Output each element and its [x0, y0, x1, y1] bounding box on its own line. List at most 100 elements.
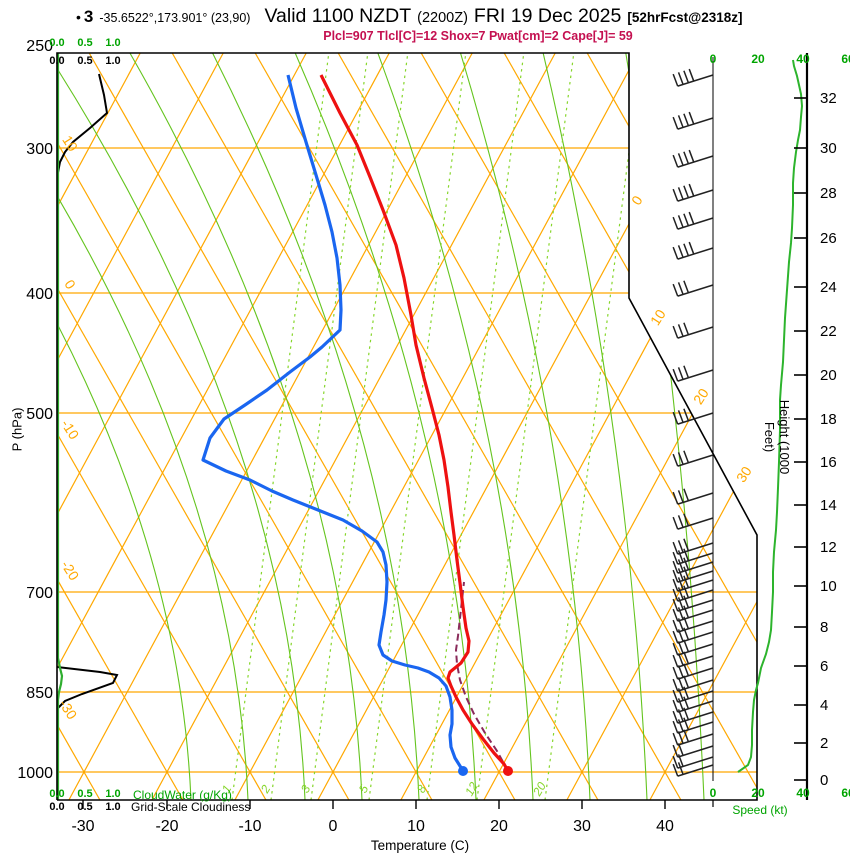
- svg-text:0.0: 0.0: [49, 788, 64, 800]
- svg-text:2: 2: [820, 735, 828, 752]
- svg-text:40: 40: [656, 818, 674, 835]
- mixing-ratio-labels: 1 2 3 5 8 12 20: [219, 779, 549, 799]
- wind-speed-curve: [737, 59, 804, 773]
- cloudwater-axis-title: CloudWater (g/Kg): [133, 788, 232, 802]
- svg-text:0: 0: [820, 772, 828, 789]
- svg-text:30: 30: [820, 140, 837, 157]
- svg-text:30: 30: [733, 463, 755, 485]
- svg-text:20: 20: [751, 786, 765, 800]
- svg-text:24: 24: [820, 279, 837, 296]
- svg-text:20: 20: [490, 818, 508, 835]
- svg-text:10: 10: [820, 578, 837, 595]
- svg-text:850: 850: [26, 685, 53, 702]
- svg-text:40: 40: [796, 52, 810, 66]
- surface-dewpoint-dot: [458, 766, 468, 776]
- svg-text:22: 22: [820, 323, 837, 340]
- svg-text:300: 300: [26, 141, 53, 158]
- svg-text:0.0: 0.0: [49, 37, 64, 49]
- svg-text:40: 40: [796, 786, 810, 800]
- svg-text:500: 500: [26, 406, 53, 423]
- plot-boundary: [56, 52, 758, 801]
- skewt-grid: [57, 53, 757, 800]
- svg-text:1.0: 1.0: [105, 788, 120, 800]
- svg-text:1.0: 1.0: [105, 37, 120, 49]
- svg-text:-20: -20: [58, 557, 83, 583]
- svg-text:14: 14: [820, 497, 837, 514]
- svg-text:0.5: 0.5: [77, 788, 92, 800]
- svg-text:0.5: 0.5: [77, 801, 92, 813]
- svg-text:1.0: 1.0: [105, 801, 120, 813]
- svg-text:-10: -10: [238, 818, 261, 835]
- svg-text:-20: -20: [155, 818, 178, 835]
- svg-text:8: 8: [820, 619, 828, 636]
- svg-text:1.0: 1.0: [105, 55, 120, 67]
- svg-text:18: 18: [820, 411, 837, 428]
- svg-text:2: 2: [257, 782, 273, 796]
- svg-text:1000: 1000: [17, 765, 53, 782]
- svg-text:12: 12: [462, 779, 481, 798]
- svg-text:60: 60: [841, 786, 850, 800]
- gridscale-axis-title: Grid-Scale Cloudiness: [131, 800, 251, 814]
- svg-text:-30: -30: [71, 818, 94, 835]
- station-coords: -35.6522°,173.901° (23,90): [99, 11, 251, 25]
- cloudwater-profile: [57, 53, 64, 800]
- svg-text:-10: -10: [58, 416, 83, 442]
- svg-text:0.0: 0.0: [49, 55, 64, 67]
- cloud-scales: 0.00.00.00.00.50.50.50.51.01.01.01.0: [49, 37, 120, 813]
- svg-text:20: 20: [820, 367, 837, 384]
- svg-text:250: 250: [26, 38, 53, 55]
- temperature-axis-title: Temperature (C): [370, 838, 470, 853]
- pressure-axis-title: P (hPa): [9, 407, 25, 452]
- svg-text:20: 20: [530, 779, 549, 799]
- svg-text:10: 10: [407, 818, 425, 835]
- valid-date: FRI 19 Dec 2025: [473, 5, 622, 27]
- height-axis-title: Height (1000 Feet): [762, 399, 792, 475]
- svg-text:0: 0: [329, 818, 338, 835]
- pressure-axis: 250 300 400 500 700 850 1000: [17, 38, 53, 782]
- svg-text:20: 20: [690, 385, 712, 407]
- isotherm-adiabat-labels: 10 0 -10 -20 -30 0 10 20 30: [56, 132, 755, 722]
- title-bar: • 3 -35.6522°,173.901° (23,90) Valid 110…: [76, 5, 743, 28]
- svg-text:12: 12: [820, 539, 837, 556]
- svg-text:0: 0: [710, 52, 717, 66]
- svg-text:16: 16: [820, 454, 837, 471]
- svg-text:0: 0: [710, 786, 717, 800]
- parcel-ascent-curve: [454, 581, 509, 772]
- svg-text:0.5: 0.5: [77, 55, 92, 67]
- svg-text:28: 28: [820, 185, 837, 202]
- temperature-curve: [319, 74, 510, 772]
- valid-utc: (2200Z): [417, 10, 468, 26]
- svg-text:400: 400: [26, 286, 53, 303]
- valid-time: Valid 1100 NZDT: [264, 5, 412, 27]
- speed-axis-title: Speed (kt): [732, 803, 788, 817]
- dewpoint-curve: [201, 74, 465, 772]
- svg-text:10: 10: [59, 132, 81, 154]
- svg-text:20: 20: [751, 52, 765, 66]
- svg-text:30: 30: [573, 818, 591, 835]
- station-marker-icon: •: [76, 9, 81, 25]
- forecast-reference: [52hrFcst@2318z]: [627, 10, 743, 25]
- speed-axis: 00202040406060: [710, 52, 850, 800]
- svg-text:700: 700: [26, 585, 53, 602]
- wind-barbs: [672, 57, 714, 781]
- svg-text:-30: -30: [56, 696, 81, 722]
- svg-text:26: 26: [820, 230, 837, 247]
- svg-text:10: 10: [647, 306, 669, 328]
- svg-text:5: 5: [356, 782, 372, 795]
- svg-text:0.0: 0.0: [49, 801, 64, 813]
- station-number: 3: [83, 7, 94, 26]
- svg-text:4: 4: [820, 697, 828, 714]
- surface-temperature-dot: [503, 766, 513, 776]
- svg-text:60: 60: [841, 52, 850, 66]
- sounding-indices: Plcl=907 Tlcl[C]=12 Shox=7 Pwat[cm]=2 Ca…: [323, 29, 633, 43]
- svg-text:6: 6: [820, 658, 828, 675]
- temperature-axis: -30 -20 -10 0 10 20 30 40: [71, 800, 714, 835]
- svg-text:3: 3: [298, 782, 314, 795]
- svg-text:8: 8: [414, 782, 430, 795]
- svg-text:32: 32: [820, 90, 837, 107]
- svg-text:0: 0: [61, 277, 79, 292]
- svg-text:0.5: 0.5: [77, 37, 92, 49]
